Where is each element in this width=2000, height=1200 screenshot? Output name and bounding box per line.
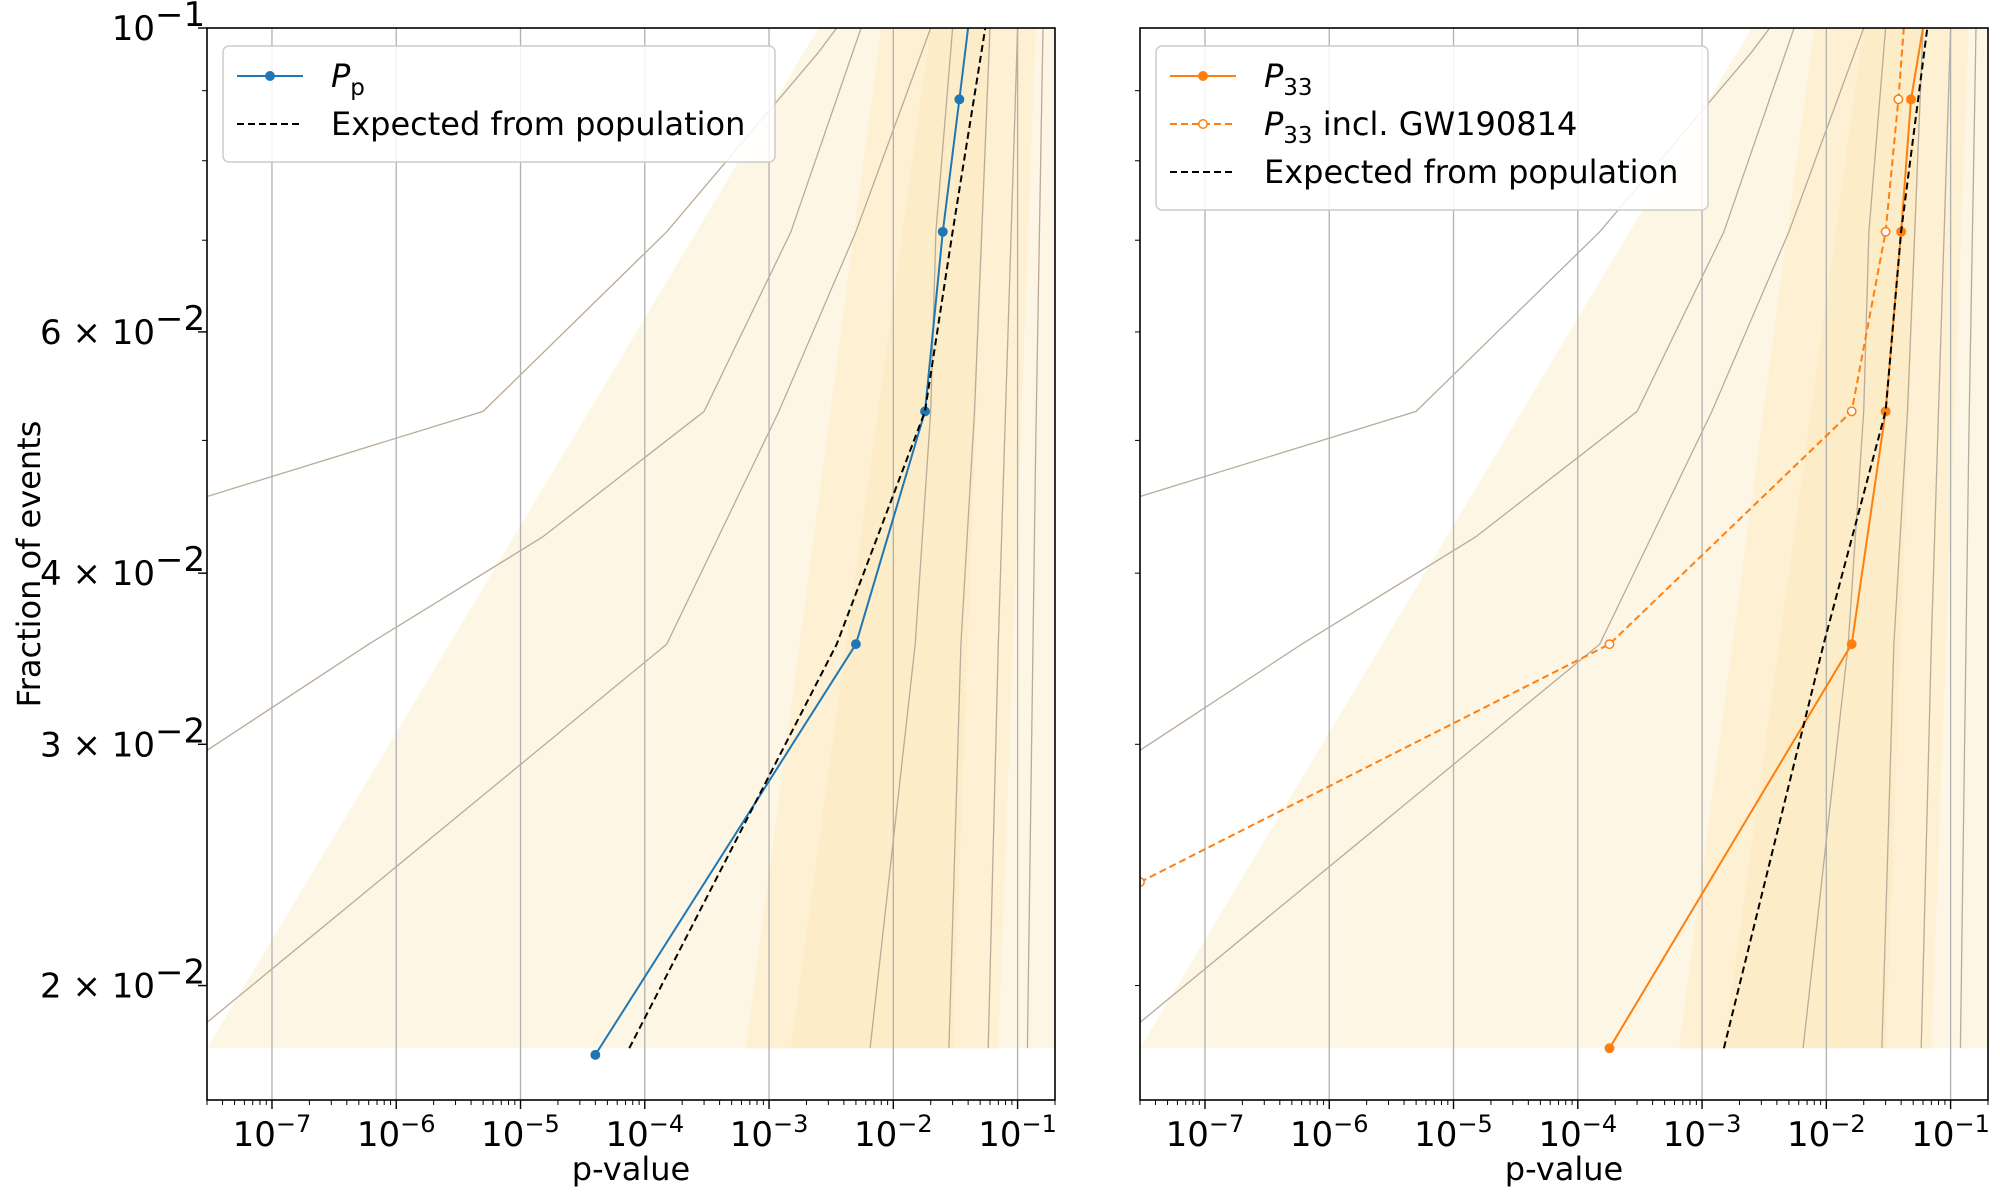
series-line-p-33 — [1608, 28, 1924, 1049]
band-boundary — [207, 28, 862, 751]
legend-entry-label: P33 incl. GW190814 — [1264, 105, 1577, 149]
band-boundary — [1881, 28, 1924, 1049]
band-boundary — [1140, 28, 1771, 498]
data-point — [1604, 639, 1615, 650]
y-tick-label: 4 × 10 — [40, 554, 155, 594]
legend-entry-label: Expected from population — [1264, 153, 1678, 191]
y-tick-label: 3 × 10 — [40, 725, 155, 765]
y-tick-exponent: −1 — [155, 0, 205, 35]
band-boundary — [1959, 28, 1977, 1049]
x-tick-label: 10−2 — [1787, 1110, 1866, 1155]
x-tick-label: 10−1 — [1911, 1110, 1990, 1155]
x-axis-label: p-value — [572, 1150, 690, 1188]
axes-frame — [1139, 27, 1989, 1101]
legend-entry-label: Pp — [331, 57, 365, 101]
left-panel: 10−7 10−6 10−5 10−4 10−3 10−2 10−110 −16 × 10 −2… — [10, 0, 1057, 1188]
series-line-expected-from-population — [628, 28, 987, 1049]
band-boundary — [207, 28, 932, 1023]
band-boundary — [987, 28, 1019, 1049]
y-tick-label: 2 × 10 — [40, 967, 155, 1007]
data-point — [954, 94, 965, 105]
x-tick-label: 10−6 — [1290, 1110, 1369, 1155]
x-tick-label: 10−3 — [730, 1110, 809, 1155]
y-axis-label: Fraction of events — [10, 421, 48, 708]
confidence-band-middle — [745, 28, 1036, 1049]
x-tick-label: 10−4 — [605, 1110, 684, 1155]
x-tick-label: 10−7 — [233, 1110, 312, 1155]
band-boundary — [1140, 28, 1795, 751]
x-tick-label: 10−4 — [1538, 1110, 1617, 1155]
x-tick-label: 10−2 — [854, 1110, 933, 1155]
legend-box — [1155, 45, 1709, 211]
x-tick-label: 10−5 — [1414, 1110, 1493, 1155]
y-tick-exponent: −2 — [155, 711, 205, 751]
data-point — [590, 1049, 601, 1060]
y-tick-label: 6 × 10 — [40, 313, 155, 353]
legend-marker — [265, 71, 275, 81]
confidence-band-inner — [1723, 28, 1924, 1049]
data-point — [1893, 94, 1904, 105]
band-boundary — [869, 28, 954, 1049]
legend-marker — [1198, 71, 1208, 81]
x-tick-label: 10−1 — [978, 1110, 1057, 1155]
series-line-p-p — [594, 28, 970, 1056]
x-tick-label: 10−5 — [481, 1110, 560, 1155]
x-tick-label: 10−6 — [357, 1110, 436, 1155]
x-tick-label: 10−7 — [1166, 1110, 1245, 1155]
data-point — [850, 639, 861, 650]
band-boundary — [1140, 28, 1865, 1023]
confidence-band-outer — [1140, 28, 1988, 1049]
legend-entry-label: P33 — [1264, 57, 1313, 101]
band-boundary — [948, 28, 991, 1049]
data-point — [1604, 1043, 1615, 1054]
series-line-expected-from-population — [1722, 28, 1929, 1049]
right-panel: 10−7 10−6 10−5 10−4 10−3 10−2 10−1 p-value P33P3… — [1135, 27, 1990, 1188]
data-point — [1906, 94, 1916, 105]
legend: Pp Expected from population — [222, 45, 776, 163]
y-tick-label: 10 — [112, 9, 155, 49]
band-boundary — [207, 28, 838, 498]
x-tick-label: 10−3 — [1663, 1110, 1742, 1155]
data-point — [937, 226, 948, 237]
plot-area — [207, 28, 1055, 1100]
legend-box — [222, 45, 776, 163]
y-tick-exponent: −2 — [155, 540, 205, 580]
axes-frame — [206, 27, 1056, 1101]
band-boundary — [1026, 28, 1044, 1049]
confidence-band-inner — [790, 28, 991, 1049]
confidence-band-outer — [207, 28, 1055, 1049]
y-tick-exponent: −2 — [155, 953, 205, 993]
data-point — [1846, 406, 1857, 417]
legend-entry-label: Expected from population — [331, 105, 745, 143]
x-axis-label: p-value — [1505, 1150, 1623, 1188]
series-line-p-33-incl-gw190814 — [1140, 28, 1905, 883]
band-boundary — [1802, 28, 1887, 1049]
y-tick-exponent: −2 — [155, 299, 205, 339]
data-point — [1846, 639, 1857, 650]
band-boundary — [1920, 28, 1952, 1049]
data-point — [1880, 226, 1891, 237]
legend-marker — [1198, 119, 1208, 129]
